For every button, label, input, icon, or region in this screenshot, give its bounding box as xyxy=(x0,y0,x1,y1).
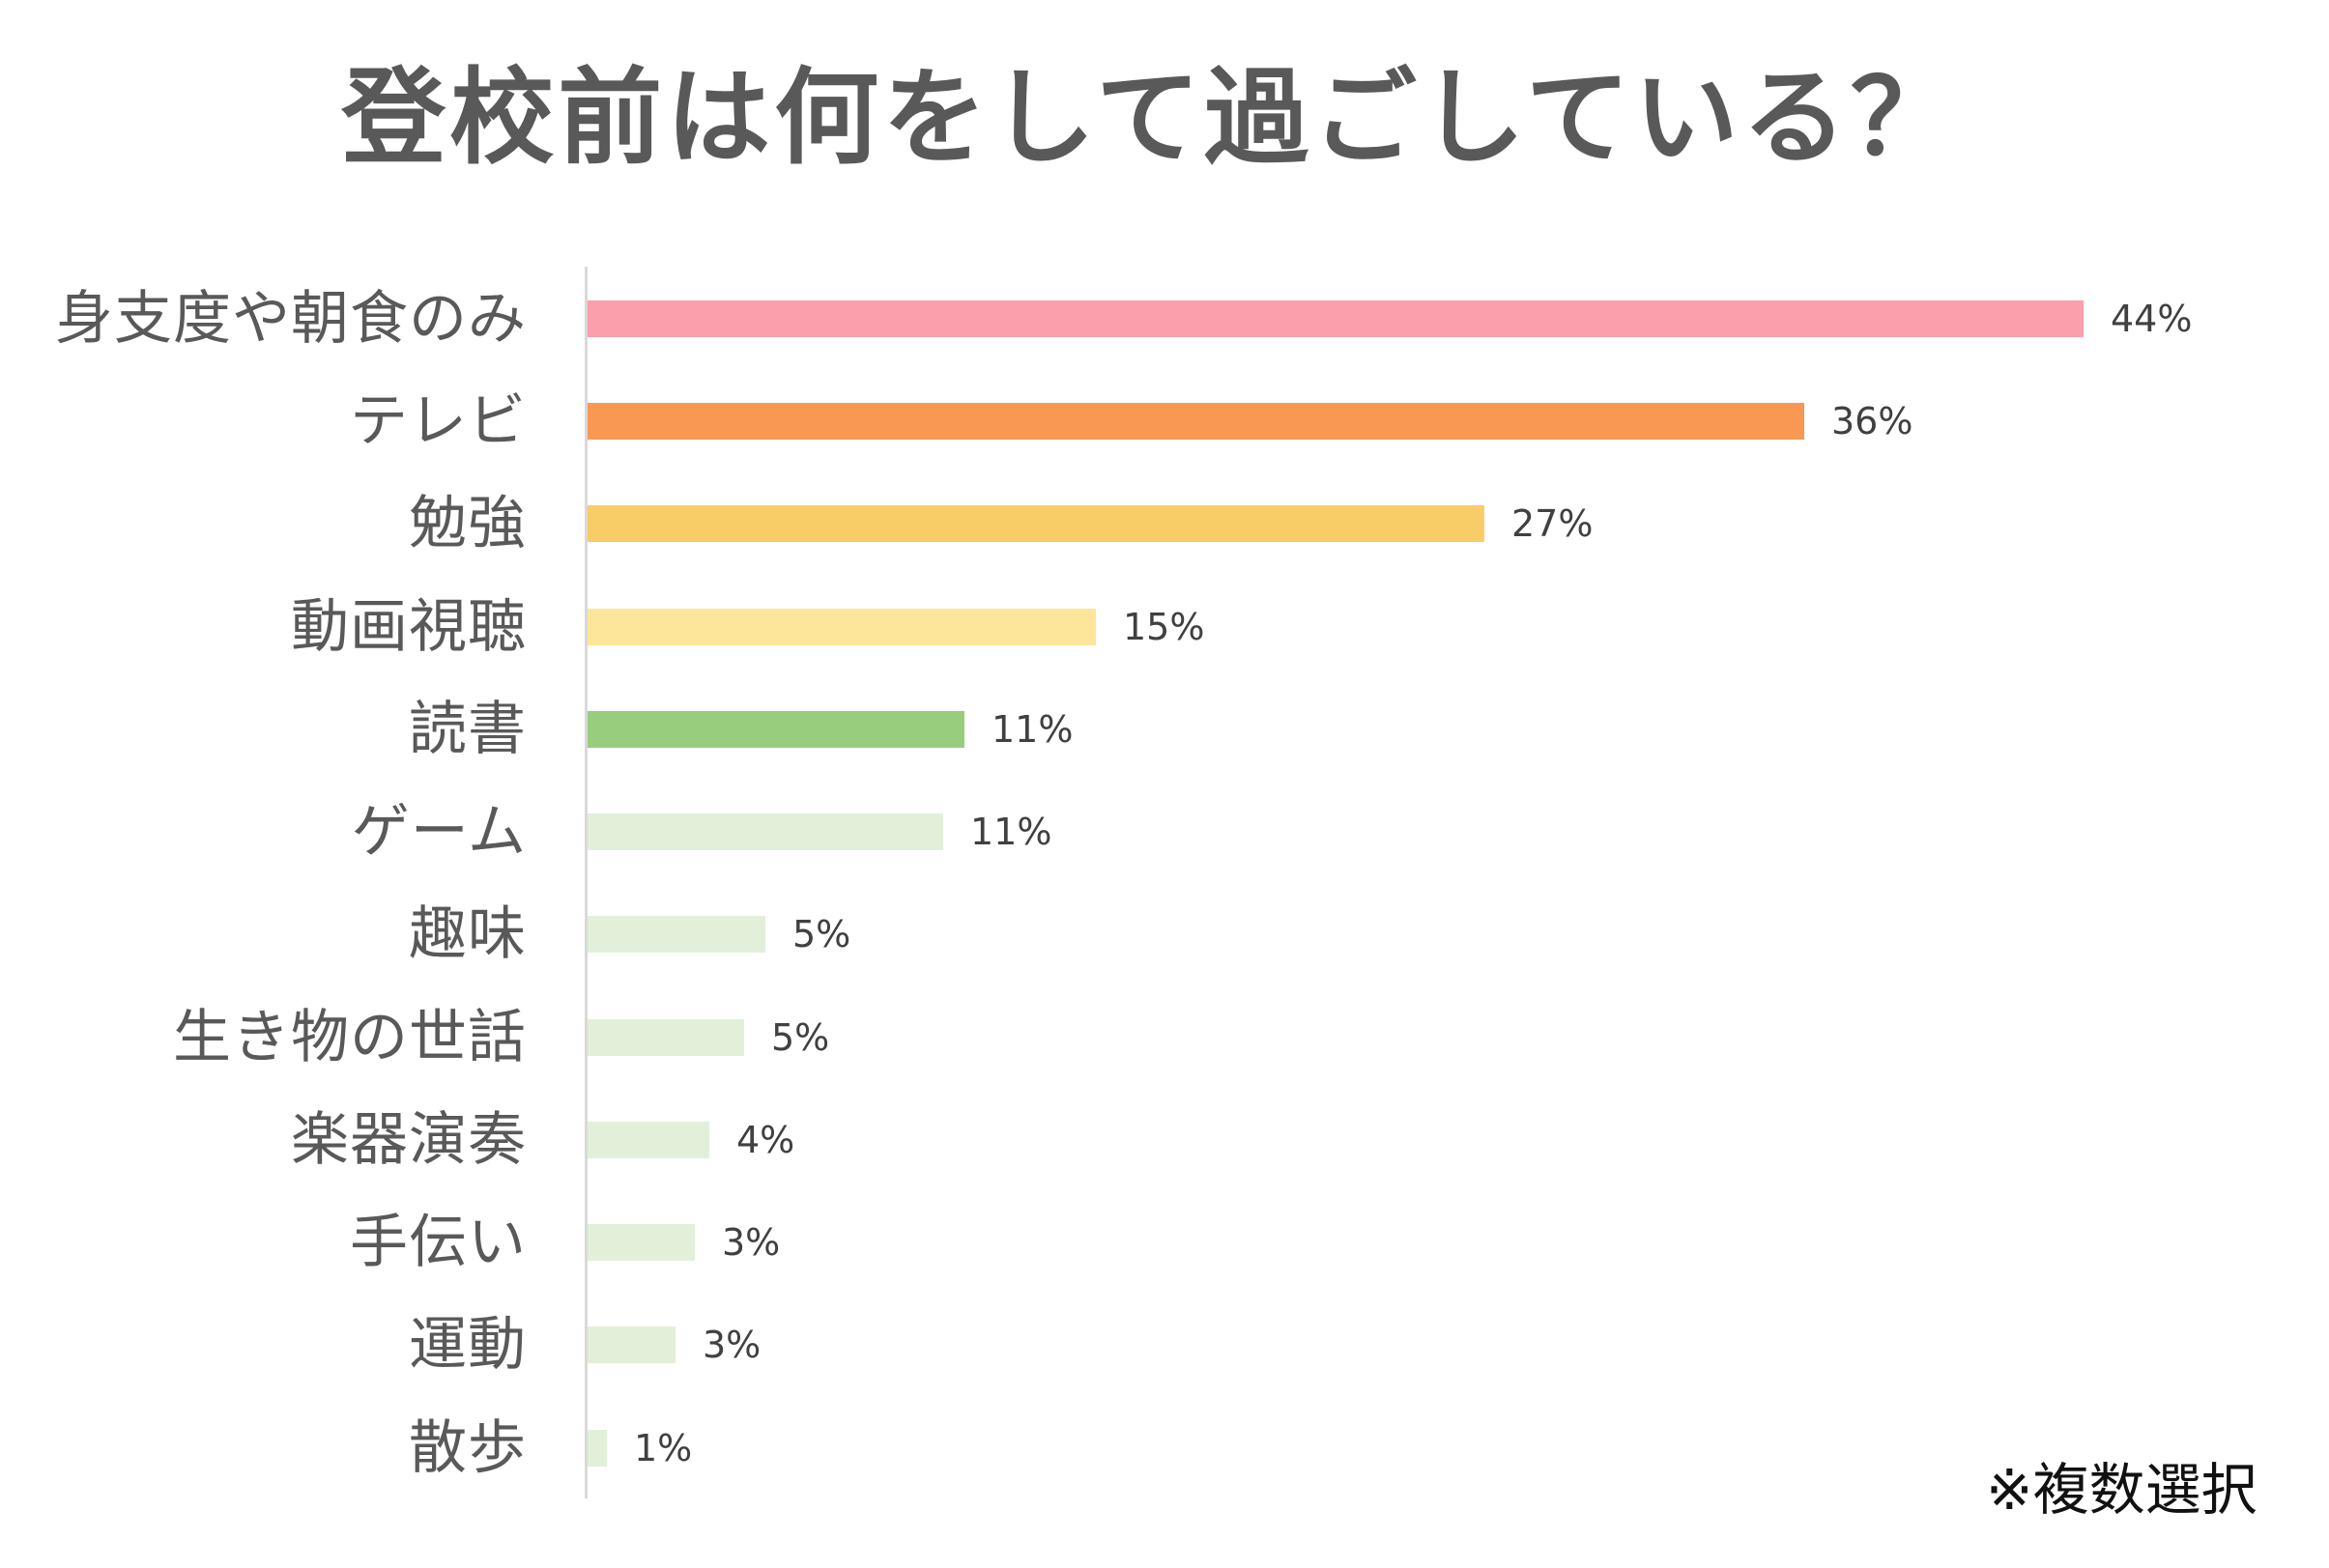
category-label: 生き物の世話 xyxy=(173,1004,527,1071)
bar xyxy=(588,609,1096,645)
value-label: 11% xyxy=(970,811,1052,853)
bar xyxy=(588,403,1804,440)
value-label: 4% xyxy=(736,1119,795,1161)
bar-row: テレビ 36% xyxy=(0,387,2329,455)
bar xyxy=(588,505,1484,542)
multiple-choice-note: ※複数選択 xyxy=(1986,1457,2257,1523)
bar-row: 生き物の世話 5% xyxy=(0,1004,2329,1071)
value-label: 5% xyxy=(771,1016,830,1059)
bar-row: 散歩 1% xyxy=(0,1414,2329,1482)
bar-row: 動画視聴 15% xyxy=(0,593,2329,661)
value-label: 5% xyxy=(792,913,851,955)
value-label: 27% xyxy=(1511,502,1594,545)
bar xyxy=(588,711,964,748)
bar xyxy=(588,813,943,850)
bar xyxy=(588,300,2084,337)
category-label: 動画視聴 xyxy=(291,593,527,661)
category-label: 楽器演奏 xyxy=(291,1106,527,1174)
bar-row: 身支度や朝食のみ 44% xyxy=(0,285,2329,353)
bar-row: 勉強 27% xyxy=(0,490,2329,557)
bar-row: 読書 11% xyxy=(0,696,2329,763)
value-label: 1% xyxy=(634,1427,693,1469)
category-label: テレビ xyxy=(350,387,527,455)
bar-row: ゲーム 11% xyxy=(0,798,2329,866)
category-label: 散歩 xyxy=(409,1414,527,1482)
value-label: 3% xyxy=(722,1221,781,1264)
bar-row: 手伝い 3% xyxy=(0,1209,2329,1276)
bar xyxy=(588,1430,607,1467)
bar-row: 楽器演奏 4% xyxy=(0,1106,2329,1174)
category-label: 手伝い xyxy=(350,1209,527,1276)
value-label: 3% xyxy=(703,1324,762,1366)
chart-title: 登校前は何をして過ごしている？ xyxy=(341,58,1959,179)
value-label: 44% xyxy=(2111,298,2193,340)
value-label: 15% xyxy=(1123,606,1205,648)
bar xyxy=(588,1019,744,1056)
value-label: 36% xyxy=(1831,400,1913,442)
bar xyxy=(588,916,765,953)
category-label: 運動 xyxy=(409,1311,527,1379)
category-axis-line xyxy=(585,267,588,1498)
bar xyxy=(588,1122,709,1158)
category-label: 読書 xyxy=(409,696,527,763)
bar-row: 運動 3% xyxy=(0,1311,2329,1379)
value-label: 11% xyxy=(992,708,1074,751)
bar xyxy=(588,1224,695,1261)
category-label: ゲーム xyxy=(351,798,527,866)
category-label: 趣味 xyxy=(409,900,527,968)
bar xyxy=(588,1326,676,1363)
category-label: 身支度や朝食のみ xyxy=(55,285,527,353)
bar-row: 趣味 5% xyxy=(0,900,2329,968)
category-label: 勉強 xyxy=(409,490,527,557)
